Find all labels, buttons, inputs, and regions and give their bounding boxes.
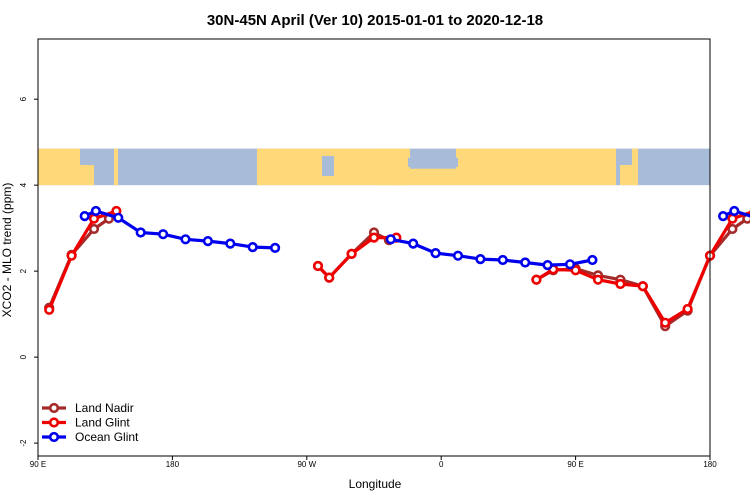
- series-line: [316, 236, 397, 280]
- series-land-glint: [44, 205, 750, 328]
- map-land-korea-east: [620, 165, 632, 186]
- data-point: [592, 274, 604, 285]
- legend-item: Ocean Glint: [42, 430, 139, 444]
- y-tick-label: -2: [19, 439, 28, 447]
- series-line: [47, 217, 110, 309]
- data-point: [729, 205, 740, 217]
- data-point: [408, 238, 419, 249]
- data-point: [682, 303, 693, 315]
- x-tick-label: 180: [166, 460, 180, 469]
- legend-label: Ocean Glint: [75, 430, 139, 444]
- data-point: [180, 234, 191, 245]
- data-point: [637, 281, 648, 292]
- data-point: [270, 242, 281, 253]
- x-axis: 90 E 180 90 W 0 90 E 180: [30, 456, 717, 469]
- series-line: [535, 217, 749, 328]
- map-land-japan: [114, 148, 118, 186]
- map-gulf: [322, 155, 334, 177]
- data-point: [113, 212, 124, 223]
- map-land-asia: [38, 148, 80, 186]
- data-point: [66, 250, 77, 261]
- y-tick-label: 4: [19, 182, 28, 187]
- data-point: [475, 254, 486, 265]
- world-map-band: [38, 148, 710, 186]
- data-point: [615, 278, 626, 290]
- series-line: [84, 209, 276, 250]
- data-point: [88, 223, 100, 235]
- data-point: [135, 227, 146, 238]
- data-point: [202, 236, 213, 247]
- data-point: [324, 272, 335, 283]
- y-tick-label: 0: [19, 354, 28, 359]
- series-ocean-glint: [79, 205, 750, 271]
- map-mediterranean: [408, 157, 458, 167]
- data-point: [368, 232, 380, 243]
- x-tick-label: 0: [439, 460, 444, 469]
- data-point: [531, 274, 542, 285]
- x-axis-label: Longitude: [349, 477, 402, 491]
- y-axis: -2 0 2 4 6: [19, 96, 38, 447]
- data-point: [158, 229, 169, 240]
- data-point: [520, 257, 531, 268]
- data-point: [564, 259, 576, 270]
- data-point: [660, 317, 671, 328]
- y-axis-label: XCO2 - MLO trend (ppm): [0, 183, 14, 318]
- data-point: [430, 248, 441, 259]
- data-point: [497, 254, 508, 266]
- data-point: [587, 254, 598, 266]
- data-point: [312, 260, 324, 272]
- data-point: [247, 242, 258, 253]
- plot-frame: [37, 38, 711, 457]
- data-point: [44, 304, 55, 315]
- map-land-africa: [396, 168, 456, 186]
- x-tick-label: 90 E: [567, 460, 583, 469]
- legend-marker: [48, 417, 60, 428]
- data-point: [385, 234, 396, 245]
- legend-marker: [48, 402, 60, 414]
- data-point: [79, 211, 90, 222]
- legend-label: Land Nadir: [75, 401, 134, 415]
- y-tick-label: 2: [19, 268, 28, 273]
- x-tick-label: 180: [703, 460, 717, 469]
- series-layer: [44, 205, 750, 332]
- x-tick-label: 90 E: [30, 460, 46, 469]
- data-point: [717, 211, 729, 222]
- map-land-japan-east: [632, 148, 638, 186]
- data-point: [727, 223, 738, 235]
- data-point: [90, 205, 101, 217]
- data-point: [452, 250, 464, 261]
- legend-marker: [48, 431, 60, 443]
- legend-item: Land Nadir: [42, 401, 134, 415]
- series-line: [47, 209, 117, 311]
- map-land-korea: [80, 165, 94, 186]
- map-land-europe: [378, 148, 398, 186]
- map-land-asia-east: [456, 148, 616, 186]
- x-tick-label: 90 W: [297, 460, 316, 469]
- data-point: [542, 260, 553, 271]
- chart-title: 30N-45N April (Ver 10) 2015-01-01 to 202…: [207, 12, 543, 29]
- data-point: [570, 265, 581, 276]
- series-line: [390, 237, 593, 267]
- legend-item: Land Glint: [42, 416, 130, 430]
- legend-label: Land Glint: [75, 416, 130, 430]
- y-tick-label: 6: [19, 96, 28, 101]
- data-point: [346, 248, 357, 259]
- data-point: [225, 238, 236, 249]
